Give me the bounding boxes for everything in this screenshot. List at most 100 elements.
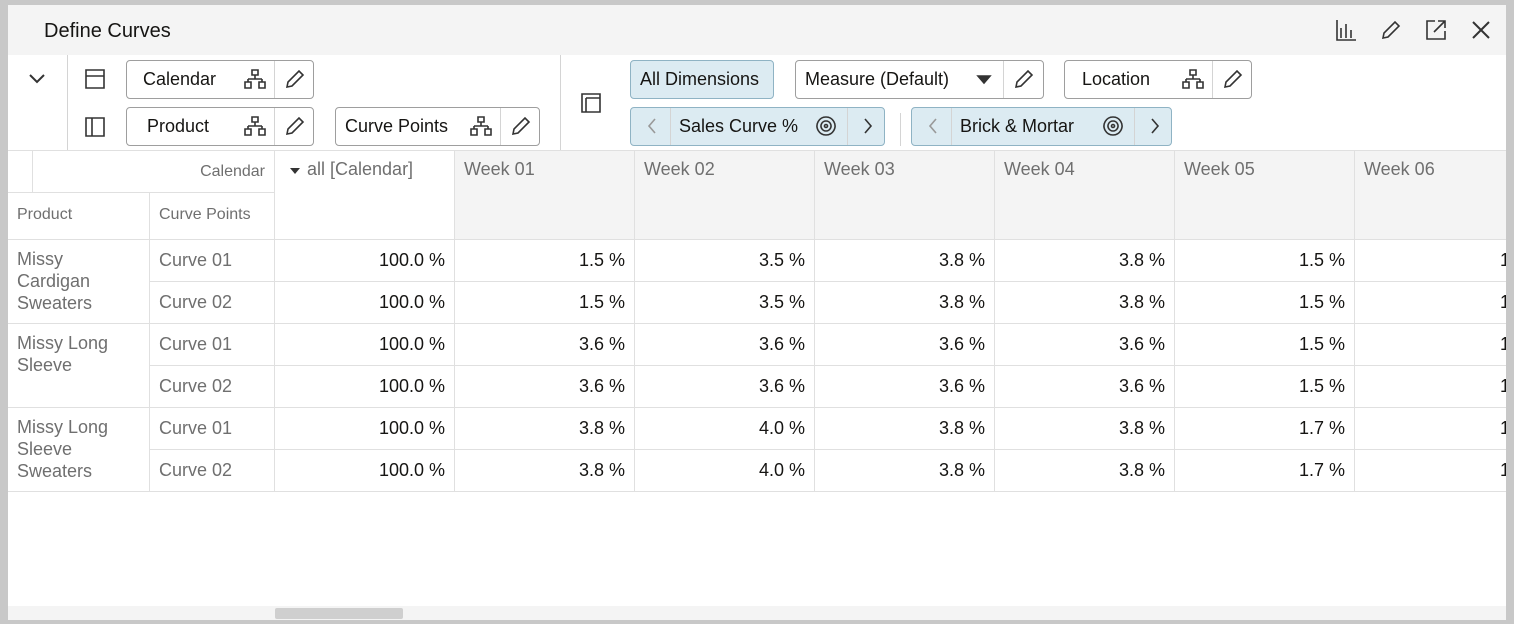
row-header-product: Missy Cardigan Sweaters [8,240,150,324]
data-cell[interactable]: 1.2 [1355,282,1506,324]
data-cell[interactable]: 100.0 % [275,240,455,282]
all-dimensions-button[interactable]: All Dimensions [630,60,774,99]
divider [1003,61,1004,98]
data-cell[interactable]: 3.6 % [635,366,815,408]
data-cell[interactable]: 1.2 [1355,324,1506,366]
data-cell[interactable]: 100.0 % [275,366,455,408]
data-cell[interactable]: 1.5 % [455,282,635,324]
data-cell[interactable]: 3.8 % [815,282,995,324]
data-cell[interactable]: 100.0 % [275,408,455,450]
data-cell[interactable]: 1.5 % [1175,282,1355,324]
column-header[interactable]: all [Calendar] [275,151,455,240]
data-cell[interactable]: 3.6 % [455,324,635,366]
data-cell[interactable]: 3.6 % [635,324,815,366]
close-icon[interactable] [1472,21,1490,39]
column-header[interactable]: Week 06 [1355,151,1506,240]
data-cell[interactable]: 1.5 % [1175,240,1355,282]
divider [500,108,501,145]
edit-icon[interactable] [1014,69,1034,89]
hierarchy-icon[interactable] [1182,69,1204,89]
edit-icon[interactable] [511,116,531,136]
tile-label: Calendar [143,69,217,89]
data-cell[interactable]: 3.6 % [815,324,995,366]
divider [951,108,952,145]
data-cell[interactable]: 3.8 % [995,240,1175,282]
data-cell[interactable]: 1.7 % [1175,450,1355,492]
divider [274,61,275,98]
corner-label: Curve Points [150,193,275,240]
column-header[interactable]: Week 01 [455,151,635,240]
target-icon[interactable] [1103,116,1123,136]
data-cell[interactable]: 3.5 % [635,240,815,282]
rows-icon[interactable] [85,117,105,137]
corner-label: Calendar [33,151,275,193]
dropdown-arrow[interactable] [976,75,992,85]
data-cell[interactable]: 1.2 [1355,408,1506,450]
collapse-icon[interactable] [29,74,45,84]
edit-icon[interactable] [285,69,305,89]
data-cell[interactable]: 3.6 % [455,366,635,408]
data-cell[interactable]: 3.8 % [815,240,995,282]
dimension-tile[interactable]: Product [126,107,314,146]
data-cell[interactable]: 3.8 % [815,408,995,450]
previous-button[interactable] [643,116,663,136]
hierarchy-icon[interactable] [244,116,266,136]
edit-icon[interactable] [285,116,305,136]
corner-cell [8,151,33,193]
data-cell[interactable]: 100.0 % [275,282,455,324]
select-label: Measure (Default) [805,69,950,89]
measure-select[interactable]: Measure (Default) [795,60,1044,99]
tile-label: Brick & Mortar [960,116,1075,136]
pivot-table: Calendar Product Curve Points all [Calendar… [8,151,1506,492]
row-header-product: Missy Long Sleeve Sweaters [8,408,150,492]
data-cell[interactable]: 3.5 % [635,282,815,324]
edit-icon[interactable] [1381,20,1401,40]
edit-icon[interactable] [1223,69,1243,89]
data-cell[interactable]: 3.8 % [455,408,635,450]
layout-icon[interactable] [581,93,601,113]
column-header[interactable]: Week 03 [815,151,995,240]
data-cell[interactable]: 3.6 % [995,366,1175,408]
horizontal-scrollbar[interactable] [8,606,1506,620]
data-cell[interactable]: 1.5 % [1175,324,1355,366]
data-cell[interactable]: 1.2 [1355,450,1506,492]
next-button[interactable] [1145,116,1165,136]
toolbar: Calendar Product Curve Points All Dimension… [8,55,1506,151]
data-cell[interactable]: 3.8 % [995,450,1175,492]
data-cell[interactable]: 3.8 % [995,408,1175,450]
target-icon[interactable] [816,116,836,136]
data-cell[interactable]: 3.8 % [815,450,995,492]
data-cell[interactable]: 4.0 % [635,450,815,492]
row-header-curve: Curve 02 [150,366,275,408]
data-cell[interactable]: 1.7 % [1175,408,1355,450]
previous-button[interactable] [924,116,944,136]
data-cell[interactable]: 1.2 [1355,366,1506,408]
column-header[interactable]: Week 02 [635,151,815,240]
dimension-tile[interactable]: Calendar [126,60,314,99]
data-cell[interactable]: 1.5 % [455,240,635,282]
column-header[interactable]: Week 05 [1175,151,1355,240]
next-button[interactable] [858,116,878,136]
expand-icon[interactable] [1426,20,1446,40]
data-cell[interactable]: 1.5 % [1175,366,1355,408]
chart-icon[interactable] [1336,20,1356,41]
hierarchy-icon[interactable] [470,116,492,136]
column-header[interactable]: Week 04 [995,151,1175,240]
data-cell[interactable]: 3.8 % [995,282,1175,324]
data-cell[interactable]: 3.6 % [995,324,1175,366]
data-cell[interactable]: 1.2 [1355,240,1506,282]
tile-label: Location [1082,69,1151,89]
location-tile[interactable]: Location [1064,60,1252,99]
hierarchy-icon[interactable] [244,69,266,89]
scroll-thumb[interactable] [275,608,403,619]
data-cell[interactable]: 3.8 % [455,450,635,492]
columns-icon[interactable] [85,69,105,89]
data-cell[interactable]: 3.6 % [815,366,995,408]
dimension-tile[interactable]: Curve Points [335,107,540,146]
data-cell[interactable]: 100.0 % [275,450,455,492]
expand-arrow[interactable] [290,168,300,174]
data-cell[interactable]: 4.0 % [635,408,815,450]
tile-label: Curve Points [345,116,449,136]
data-cell[interactable]: 100.0 % [275,324,455,366]
divider [1212,61,1213,98]
